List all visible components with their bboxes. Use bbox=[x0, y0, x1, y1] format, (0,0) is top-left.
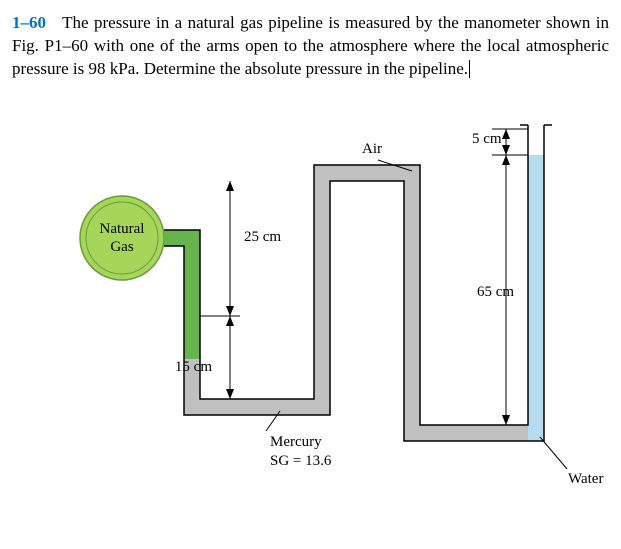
d25-label: 25 cm bbox=[244, 229, 281, 245]
d15-label: 15 cm bbox=[175, 359, 212, 375]
grey-down-vertical bbox=[404, 165, 420, 425]
green-vertical bbox=[184, 230, 200, 359]
dim-15cm bbox=[200, 316, 240, 399]
text-cursor bbox=[469, 60, 470, 78]
problem-number: 1–60 bbox=[12, 13, 46, 32]
grey-bottom2-horizontal bbox=[404, 425, 544, 441]
grey-right-vertical bbox=[314, 181, 330, 415]
problem-statement: 1–60 The pressure in a natural gas pipel… bbox=[12, 12, 609, 81]
mercury-label: Mercury bbox=[270, 434, 322, 450]
gas-pipe-circle bbox=[80, 196, 164, 280]
grey-bottom-horizontal bbox=[184, 399, 330, 415]
dim-25cm bbox=[200, 181, 240, 316]
natural-label: Natural bbox=[100, 221, 145, 237]
d65-label: 65 cm bbox=[477, 284, 514, 300]
water-vertical bbox=[528, 155, 544, 441]
water-label: Water bbox=[568, 471, 603, 487]
d5-label: 5 cm bbox=[472, 131, 502, 147]
air-label: Air bbox=[362, 141, 382, 157]
water-leader bbox=[540, 437, 567, 469]
problem-body: The pressure in a natural gas pipeline i… bbox=[12, 13, 609, 78]
gas-label: Gas bbox=[110, 239, 133, 255]
manometer-figure: Natural Gas Air 25 cm 15 cm 65 cm 5 cm M… bbox=[12, 111, 609, 501]
sg-label: SG = 13.6 bbox=[270, 453, 332, 469]
